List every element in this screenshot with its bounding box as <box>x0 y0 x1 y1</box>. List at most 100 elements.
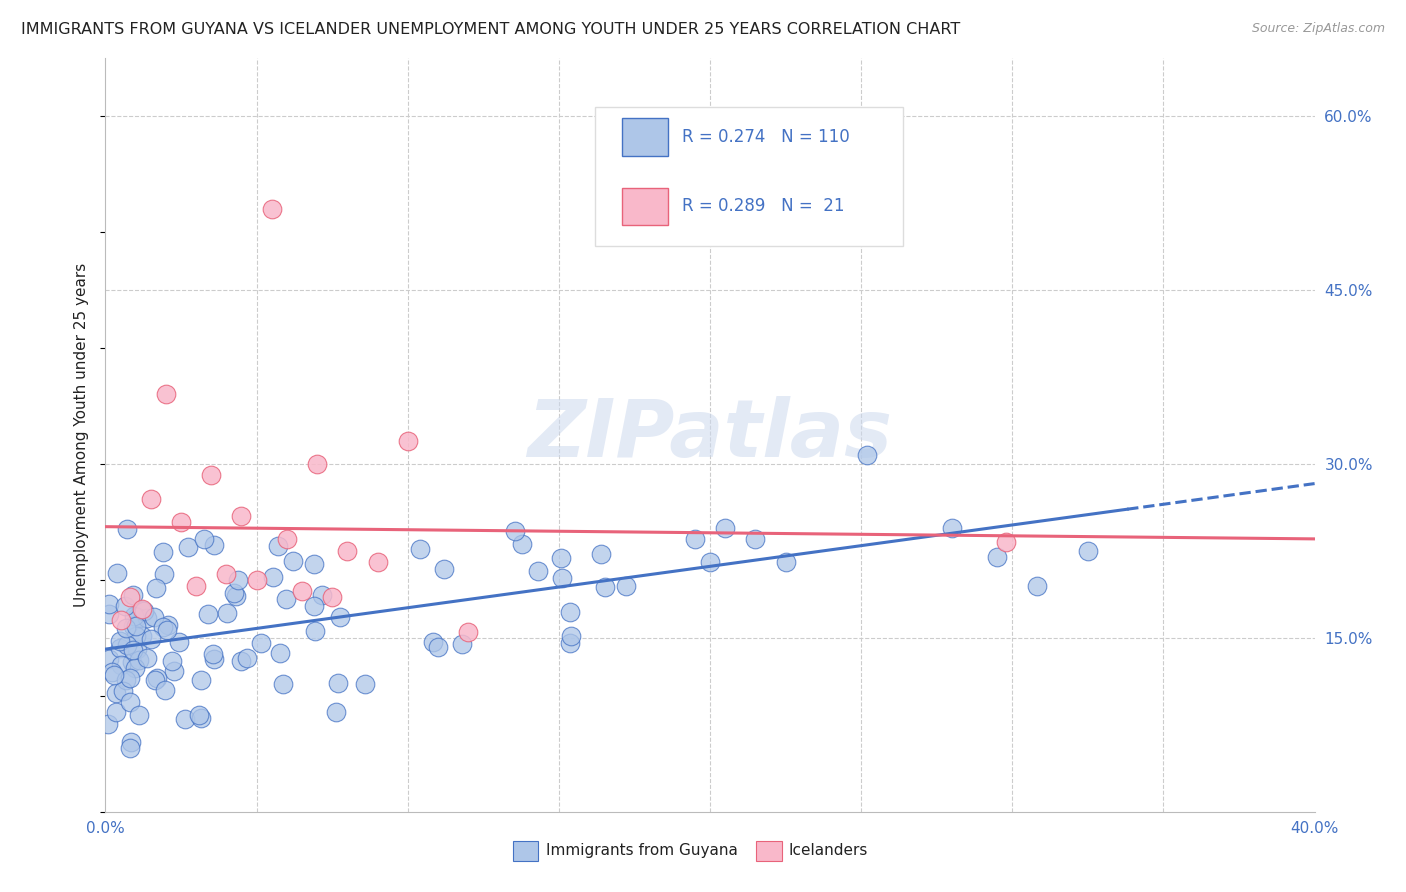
Point <box>228 574 250 588</box>
Point <box>321 591 343 605</box>
Point <box>122 609 145 624</box>
Point <box>120 734 142 748</box>
Point <box>366 555 388 570</box>
Point <box>856 448 879 462</box>
Point <box>276 532 298 546</box>
Point <box>121 642 143 657</box>
Point <box>125 642 148 657</box>
Point <box>152 620 174 634</box>
Text: ZIPatlas: ZIPatlas <box>527 396 893 474</box>
Point <box>432 562 454 576</box>
Point <box>231 508 253 523</box>
Point <box>505 524 527 538</box>
Point <box>714 521 737 535</box>
Point <box>550 550 572 565</box>
Point <box>121 655 143 669</box>
Point <box>98 652 121 666</box>
Point <box>105 566 128 581</box>
Point <box>222 585 245 599</box>
Point <box>97 597 120 611</box>
Point <box>115 621 138 635</box>
Point <box>97 717 120 731</box>
Point <box>125 629 148 643</box>
Text: IMMIGRANTS FROM GUYANA VS ICELANDER UNEMPLOYMENT AMONG YOUTH UNDER 25 YEARS CORR: IMMIGRANTS FROM GUYANA VS ICELANDER UNEM… <box>21 22 960 37</box>
Point <box>281 554 304 568</box>
Point <box>291 584 314 599</box>
Point <box>307 457 329 471</box>
Point <box>683 532 706 546</box>
Point <box>986 549 1008 564</box>
Point <box>186 579 208 593</box>
Point <box>146 671 169 685</box>
Point <box>744 532 766 546</box>
Point <box>145 581 167 595</box>
Point <box>510 537 533 551</box>
Point <box>110 658 132 673</box>
Bar <box>621 119 668 156</box>
Point <box>200 468 222 483</box>
Point <box>193 532 215 546</box>
Text: Icelanders: Icelanders <box>789 844 868 858</box>
Point <box>125 609 148 624</box>
Point <box>153 682 176 697</box>
Point <box>132 604 155 618</box>
Point <box>103 668 125 682</box>
Point <box>304 599 326 613</box>
Point <box>614 579 637 593</box>
Point <box>108 641 131 656</box>
Point <box>235 651 257 665</box>
Point <box>775 555 797 570</box>
Point <box>105 686 128 700</box>
Point <box>558 605 581 619</box>
Point <box>457 624 479 639</box>
Point <box>527 564 550 578</box>
Point <box>131 629 153 643</box>
Point <box>560 629 582 643</box>
Point <box>231 654 253 668</box>
Point <box>115 673 138 688</box>
Point <box>124 661 146 675</box>
Text: Source: ZipAtlas.com: Source: ZipAtlas.com <box>1251 22 1385 36</box>
Point <box>408 542 430 557</box>
Point <box>160 654 183 668</box>
Point <box>188 707 211 722</box>
Text: R = 0.274   N = 110: R = 0.274 N = 110 <box>682 128 851 146</box>
Point <box>125 619 148 633</box>
Point <box>245 573 267 587</box>
Point <box>326 676 349 690</box>
FancyBboxPatch shape <box>595 107 904 246</box>
Point <box>110 614 132 628</box>
Point <box>115 639 138 653</box>
Point <box>215 567 238 582</box>
Point <box>108 633 131 648</box>
Point <box>156 624 179 638</box>
Point <box>136 611 159 625</box>
Point <box>311 589 333 603</box>
Text: R = 0.289   N =  21: R = 0.289 N = 21 <box>682 197 845 216</box>
Point <box>201 647 224 661</box>
Point <box>131 602 153 616</box>
Point <box>174 712 197 726</box>
Point <box>118 591 141 605</box>
Point <box>143 610 166 624</box>
Point <box>104 706 127 720</box>
Point <box>329 610 352 624</box>
Point <box>302 558 325 572</box>
Point <box>101 665 124 680</box>
Point <box>122 588 145 602</box>
Point <box>551 571 574 585</box>
Point <box>120 695 142 709</box>
Point <box>250 636 273 650</box>
Point <box>426 640 449 655</box>
Point <box>169 635 191 649</box>
Point <box>152 566 174 581</box>
Point <box>202 538 225 552</box>
Point <box>589 547 612 561</box>
Point <box>396 434 419 448</box>
Point <box>190 673 212 687</box>
Point <box>177 540 200 554</box>
Point <box>139 491 162 506</box>
Point <box>163 664 186 678</box>
Point <box>190 711 212 725</box>
Point <box>941 521 963 535</box>
